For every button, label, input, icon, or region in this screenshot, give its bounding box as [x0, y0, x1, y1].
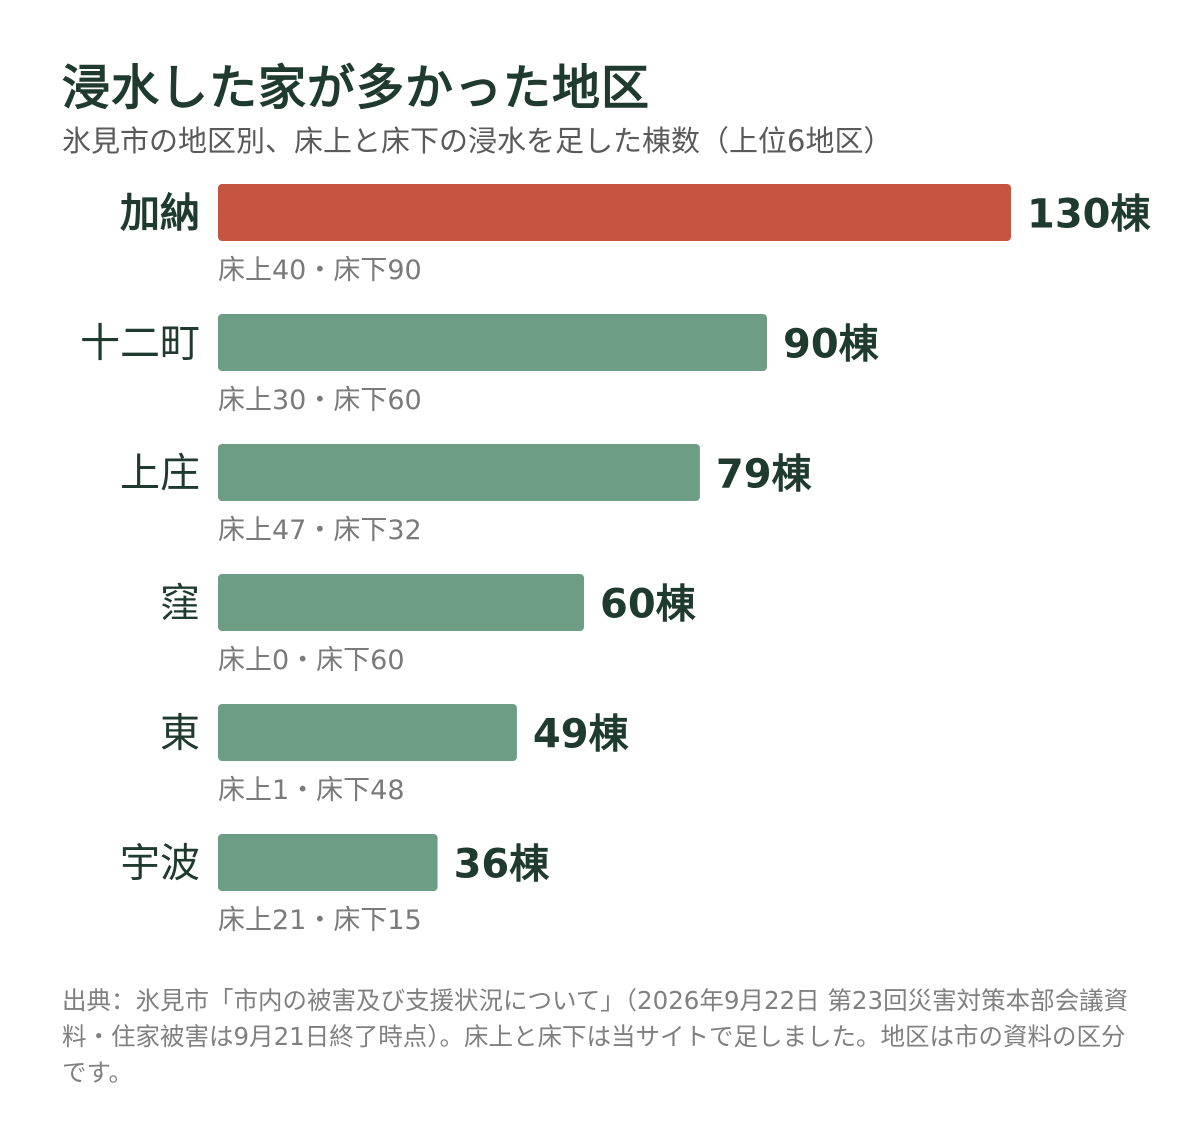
- breakdown-label: 床上1・床下48: [218, 775, 405, 806]
- category-label: 加納: [120, 191, 200, 237]
- value-label: 90棟: [783, 322, 880, 368]
- breakdown-label: 床上40・床下90: [218, 255, 422, 286]
- breakdown-label: 床上30・床下60: [218, 385, 422, 416]
- chart-title: 浸水した家が多かった地区: [62, 60, 651, 116]
- category-label: 宇波: [120, 841, 200, 887]
- source-note: 出典：氷見市「市内の被害及び支援状況について」（2026年9月22日 第23回災…: [62, 986, 1129, 1087]
- bar: [218, 704, 517, 761]
- bar: [218, 314, 767, 371]
- category-label: 窪: [160, 581, 200, 627]
- value-label: 60棟: [600, 582, 697, 628]
- breakdown-label: 床上21・床下15: [218, 905, 422, 936]
- bar: [218, 574, 584, 631]
- category-label: 十二町: [80, 321, 200, 367]
- category-label: 東: [160, 711, 200, 757]
- breakdown-label: 床上47・床下32: [218, 515, 422, 546]
- breakdown-label: 床上0・床下60: [218, 645, 405, 676]
- chart-subtitle: 氷見市の地区別、床上と床下の浸水を足した棟数（上位6地区）: [62, 124, 893, 158]
- value-label: 49棟: [533, 712, 630, 758]
- bar: [218, 834, 438, 891]
- value-label: 36棟: [454, 842, 551, 888]
- bar: [218, 184, 1011, 241]
- value-label: 79棟: [716, 452, 813, 498]
- bar: [218, 444, 700, 501]
- category-label: 上庄: [120, 451, 200, 497]
- value-label: 130棟: [1027, 192, 1151, 238]
